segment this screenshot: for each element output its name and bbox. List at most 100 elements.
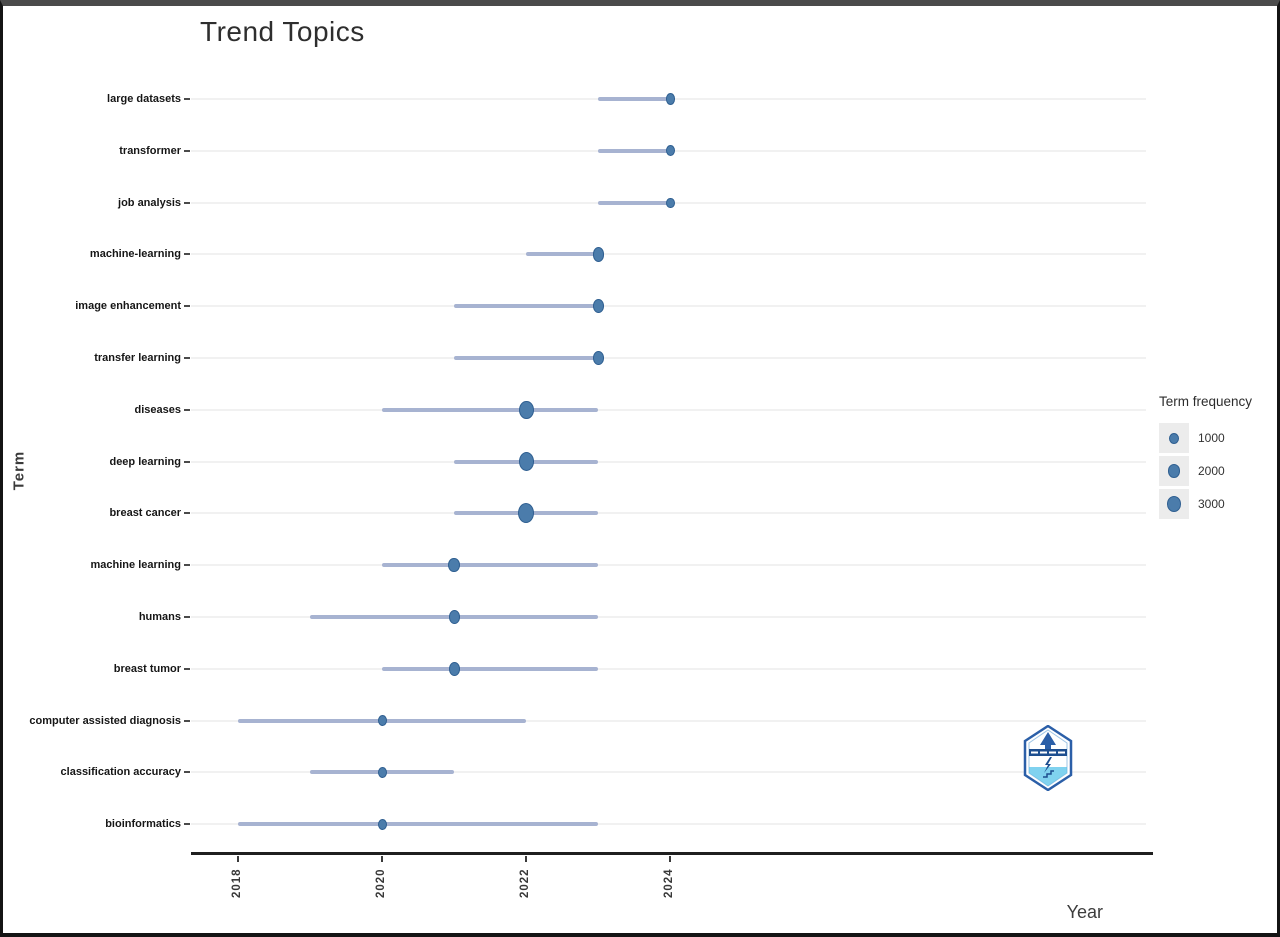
row-gridline [191, 357, 1146, 359]
row-gridline [191, 305, 1146, 308]
trend-dot [518, 452, 534, 472]
logo-steps-icon [1043, 770, 1054, 778]
y-tick-mark [184, 408, 190, 411]
trend-line [454, 304, 599, 309]
x-tick-mark [525, 856, 528, 862]
trend-line [526, 252, 599, 257]
x-axis-title: Year [1066, 902, 1103, 922]
legend-title: Term frequency [1159, 394, 1253, 409]
y-tick-mark [184, 564, 190, 567]
logo-band-text [1040, 751, 1047, 754]
row-gridline [191, 512, 1146, 515]
chart-title: Trend Topics [200, 16, 365, 47]
logo-band-text [1031, 751, 1038, 754]
legend-bubble-icon [1168, 464, 1180, 478]
trend-dot [665, 93, 675, 105]
x-tick-label: 2024 [663, 868, 676, 898]
y-tick-mark [184, 253, 190, 256]
trend-dot [665, 145, 675, 157]
legend-item: 2000 [1159, 456, 1277, 486]
legend-item: 1000 [1159, 423, 1277, 453]
y-tick-mark [184, 823, 190, 826]
y-tick-mark [184, 771, 190, 774]
trend-line [598, 200, 671, 205]
term-label: bioinformatics [105, 818, 181, 831]
x-tick-mark [237, 856, 239, 862]
row-gridline [191, 771, 1146, 774]
trend-dot [377, 715, 387, 727]
logo-band-text [1058, 751, 1065, 754]
x-axis-line [191, 852, 1153, 855]
x-tick-label: 2020 [375, 868, 388, 898]
legend-bubble-icon [1167, 496, 1181, 512]
trend-dot [377, 818, 387, 830]
term-label: machine-learning [89, 248, 181, 261]
trend-line [382, 666, 599, 671]
legend-key [1159, 456, 1189, 486]
trend-dot [666, 197, 675, 208]
legend-item-label: 1000 [1198, 431, 1225, 445]
row-gridline [191, 823, 1146, 826]
term-label: computer assisted diagnosis [29, 714, 181, 727]
trend-dot [518, 503, 535, 524]
legend-items: 1000 2000 3000 [1159, 423, 1277, 519]
trend-dot [377, 766, 387, 778]
row-gridline [191, 253, 1146, 256]
y-tick-mark [184, 616, 190, 618]
y-tick-mark [184, 357, 190, 359]
term-label: transfer learning [94, 352, 181, 364]
legend-item-label: 3000 [1198, 497, 1225, 511]
y-tick-mark [184, 305, 190, 308]
trend-dot [448, 610, 460, 624]
row-gridline [191, 719, 1146, 722]
institution-logo [1023, 725, 1073, 791]
y-axis-title: Term [10, 450, 28, 491]
y-tick-mark [184, 460, 190, 463]
logo-bottom-shade [1029, 767, 1067, 786]
x-tick-label: 2022 [519, 868, 532, 898]
row-gridline [191, 616, 1146, 618]
legend-key [1159, 489, 1189, 519]
row-gridline [191, 460, 1146, 463]
term-label: breast tumor [113, 662, 181, 675]
y-tick-mark [184, 149, 190, 152]
row-gridline [191, 667, 1146, 670]
trend-line [598, 148, 671, 153]
trend-dot [448, 557, 461, 573]
x-tick-mark [669, 856, 672, 862]
term-label: large datasets [107, 93, 181, 105]
y-tick-mark [184, 512, 190, 515]
trend-line [454, 356, 599, 360]
term-label: humans [138, 611, 181, 623]
term-label: breast cancer [109, 507, 181, 520]
logo-band-text [1049, 751, 1056, 754]
trend-dot [592, 247, 605, 262]
y-tick-mark [184, 201, 190, 204]
logo-lightning-icon [1044, 757, 1052, 773]
trend-line [382, 563, 599, 568]
trend-dot [593, 351, 604, 365]
logo-text-band [1029, 749, 1067, 756]
legend-item-label: 2000 [1198, 464, 1225, 478]
term-label: deep learning [109, 455, 181, 468]
trend-line [382, 407, 599, 412]
legend-key [1159, 423, 1189, 453]
row-gridline [191, 408, 1146, 411]
legend: Term frequency 1000 2000 3000 [1159, 394, 1277, 522]
trend-dot [448, 662, 460, 676]
x-tick-label: 2018 [231, 868, 243, 898]
y-tick-mark [184, 667, 190, 670]
trend-dot [519, 400, 534, 419]
legend-bubble-icon [1169, 432, 1179, 444]
x-tick-mark [381, 856, 384, 862]
trend-line [598, 97, 671, 101]
trend-dot [593, 299, 604, 313]
y-tick-mark [184, 98, 190, 100]
term-label: diseases [134, 403, 181, 416]
row-gridline [191, 564, 1146, 567]
trend-line [238, 822, 599, 827]
term-label: job analysis [118, 196, 181, 209]
y-tick-mark [184, 719, 190, 722]
term-label: image enhancement [75, 300, 181, 313]
